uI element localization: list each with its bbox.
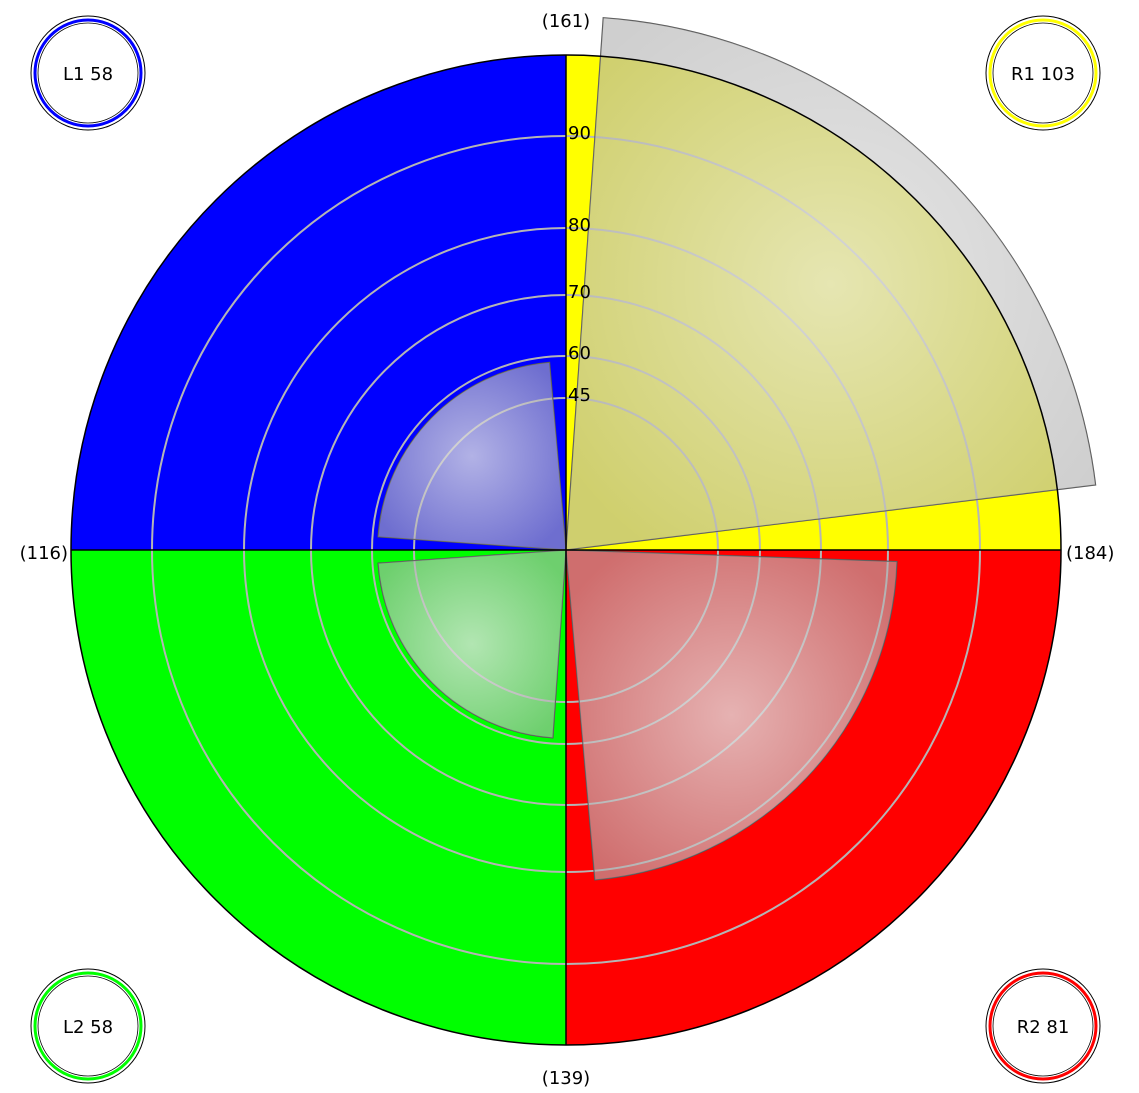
wedge-r2 — [565, 549, 898, 881]
ring-label-80: 80 — [568, 215, 591, 236]
ring-label-90: 90 — [568, 123, 591, 144]
svg-text:R2 81: R2 81 — [1017, 1017, 1070, 1038]
ring-label-45: 45 — [568, 385, 591, 406]
svg-text:L1 58: L1 58 — [63, 64, 113, 85]
ring-label-60: 60 — [568, 343, 591, 364]
outer-circle — [70, 54, 1062, 1046]
badge-r1: R1 103 — [985, 15, 1101, 131]
wedge-l2 — [377, 549, 567, 739]
wedge-r1 — [565, 17, 1097, 551]
ring-label-70: 70 — [568, 282, 591, 303]
svg-text:L2 58: L2 58 — [63, 1017, 113, 1038]
edge-label-right: (184) — [1066, 543, 1114, 564]
badge-l2: L2 58 — [30, 968, 146, 1084]
wedge-l1 — [377, 361, 567, 551]
edge-label-bottom: (139) — [542, 1068, 590, 1089]
badge-l1: L1 58 — [30, 15, 146, 131]
svg-text:R1 103: R1 103 — [1011, 64, 1075, 85]
edge-label-top: (161) — [542, 11, 590, 32]
edge-label-left: (116) — [20, 543, 68, 564]
badge-r2: R2 81 — [985, 968, 1101, 1084]
